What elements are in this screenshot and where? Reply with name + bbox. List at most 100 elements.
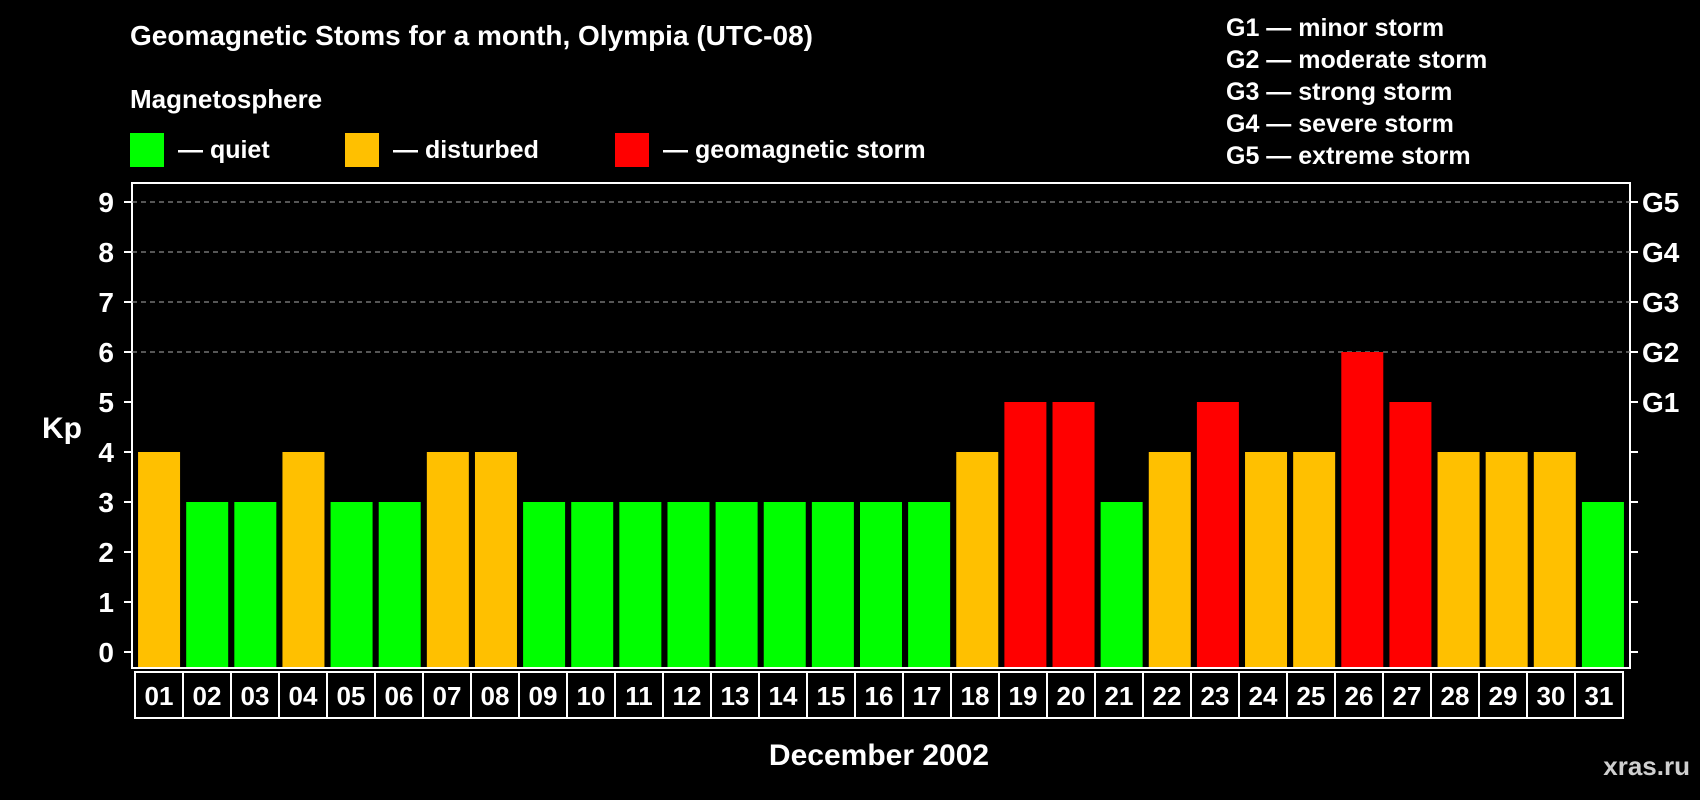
bar-20 xyxy=(1052,402,1095,667)
x-tick-label-06: 06 xyxy=(385,681,414,711)
legend-quiet: — quiet xyxy=(130,133,270,167)
x-tick-label-02: 02 xyxy=(193,681,222,711)
ytick-label-5: 5 xyxy=(98,387,114,418)
x-tick-label-08: 08 xyxy=(481,681,510,711)
bar-22 xyxy=(1148,452,1191,667)
x-tick-label-19: 19 xyxy=(1009,681,1038,711)
x-tick-label-16: 16 xyxy=(865,681,894,711)
ytick-label-2: 2 xyxy=(98,537,114,568)
storm-level-g4: G4 — severe storm xyxy=(1226,110,1454,138)
x-tick-label-11: 11 xyxy=(625,681,653,711)
bar-10 xyxy=(571,502,614,667)
y-axis-label: Kp xyxy=(42,412,82,445)
bar-23 xyxy=(1196,402,1239,667)
legend-label-storm: — geomagnetic storm xyxy=(663,135,926,164)
x-tick-label-13: 13 xyxy=(721,681,750,711)
x-tick-label-18: 18 xyxy=(961,681,990,711)
bar-24 xyxy=(1245,452,1288,667)
x-tick-label-23: 23 xyxy=(1201,681,1230,711)
legend-label-quiet: — quiet xyxy=(178,135,270,164)
bar-11 xyxy=(619,502,662,667)
legend-label-disturbed: — disturbed xyxy=(393,135,539,164)
x-tick-label-15: 15 xyxy=(817,681,846,711)
ytick-label-4: 4 xyxy=(98,437,114,468)
x-tick-label-29: 29 xyxy=(1489,681,1518,711)
bar-08 xyxy=(474,452,517,667)
x-tick-label-25: 25 xyxy=(1297,681,1326,711)
bar-05 xyxy=(330,502,373,667)
ytick-label-1: 1 xyxy=(98,587,114,618)
bar-16 xyxy=(860,502,902,667)
bar-06 xyxy=(378,502,421,667)
right-tick-label-g1: G1 xyxy=(1642,387,1679,418)
chart-title: Geomagnetic Stoms for a month, Olympia (… xyxy=(130,20,813,51)
bar-09 xyxy=(523,502,566,667)
ytick-label-3: 3 xyxy=(98,487,114,518)
bar-14 xyxy=(763,502,806,667)
right-tick-label-g3: G3 xyxy=(1642,287,1679,318)
bar-15 xyxy=(811,502,854,667)
x-tick-label-20: 20 xyxy=(1057,681,1086,711)
x-axis-label: December 2002 xyxy=(769,739,989,772)
watermark: xras.ru xyxy=(1603,751,1690,781)
right-tick-label-g5: G5 xyxy=(1642,187,1679,218)
bar-30 xyxy=(1533,452,1576,667)
storm-level-g3: G3 — strong storm xyxy=(1226,78,1453,106)
x-tick-label-07: 07 xyxy=(433,681,462,711)
bar-12 xyxy=(667,502,710,667)
x-tick-label-21: 21 xyxy=(1105,681,1134,711)
bar-02 xyxy=(186,502,229,667)
x-tick-label-12: 12 xyxy=(673,681,702,711)
bar-27 xyxy=(1389,402,1432,667)
bar-28 xyxy=(1437,452,1480,667)
x-category-strip xyxy=(134,671,1624,719)
legend-disturbed: — disturbed xyxy=(345,133,539,167)
legend-swatch-quiet xyxy=(130,133,164,167)
x-tick-label-01: 01 xyxy=(145,681,174,711)
bar-21 xyxy=(1100,502,1143,667)
ytick-label-8: 8 xyxy=(98,237,114,268)
x-tick-label-24: 24 xyxy=(1249,681,1278,711)
bar-13 xyxy=(715,502,758,667)
storm-level-g2: G2 — moderate storm xyxy=(1226,46,1488,74)
ytick-label-6: 6 xyxy=(98,337,114,368)
right-tick-label-g4: G4 xyxy=(1642,237,1680,268)
bar-31 xyxy=(1581,502,1624,667)
legend-storm: — geomagnetic storm xyxy=(615,133,926,167)
x-tick-label-04: 04 xyxy=(289,681,318,711)
x-tick-label-10: 10 xyxy=(577,681,606,711)
storm-level-list: G1 — minor storm G2 — moderate storm G3 … xyxy=(1226,12,1487,172)
ytick-label-9: 9 xyxy=(98,187,114,218)
chart-subtitle: Magnetosphere xyxy=(130,84,323,114)
bar-01 xyxy=(138,452,181,667)
x-tick-label-26: 26 xyxy=(1345,681,1374,711)
ytick-label-0: 0 xyxy=(98,637,114,668)
bar-19 xyxy=(1004,402,1047,667)
ytick-label-7: 7 xyxy=(98,287,114,318)
x-tick-label-27: 27 xyxy=(1393,681,1422,711)
bar-04 xyxy=(282,452,325,667)
legend-swatch-disturbed xyxy=(345,133,379,167)
x-tick-label-17: 17 xyxy=(913,681,942,711)
bar-07 xyxy=(426,452,469,667)
bar-03 xyxy=(234,502,277,667)
x-tick-label-09: 09 xyxy=(529,681,558,711)
bar-17 xyxy=(908,502,951,667)
x-tick-label-05: 05 xyxy=(337,681,366,711)
x-tick-label-22: 22 xyxy=(1153,681,1182,711)
bar-29 xyxy=(1485,452,1528,667)
storm-level-g1: G1 — minor storm xyxy=(1226,14,1445,42)
storm-level-g5: G5 — extreme storm xyxy=(1226,142,1471,170)
x-tick-label-30: 30 xyxy=(1537,681,1566,711)
legend-swatch-storm xyxy=(615,133,649,167)
x-tick-label-14: 14 xyxy=(769,681,798,711)
right-tick-label-g2: G2 xyxy=(1642,337,1679,368)
bar-18 xyxy=(956,452,999,667)
x-tick-label-31: 31 xyxy=(1585,681,1614,711)
bar-26 xyxy=(1341,352,1384,667)
plot-frame xyxy=(131,182,1631,669)
x-tick-label-28: 28 xyxy=(1441,681,1470,711)
bar-25 xyxy=(1293,452,1336,667)
x-tick-label-03: 03 xyxy=(241,681,270,711)
